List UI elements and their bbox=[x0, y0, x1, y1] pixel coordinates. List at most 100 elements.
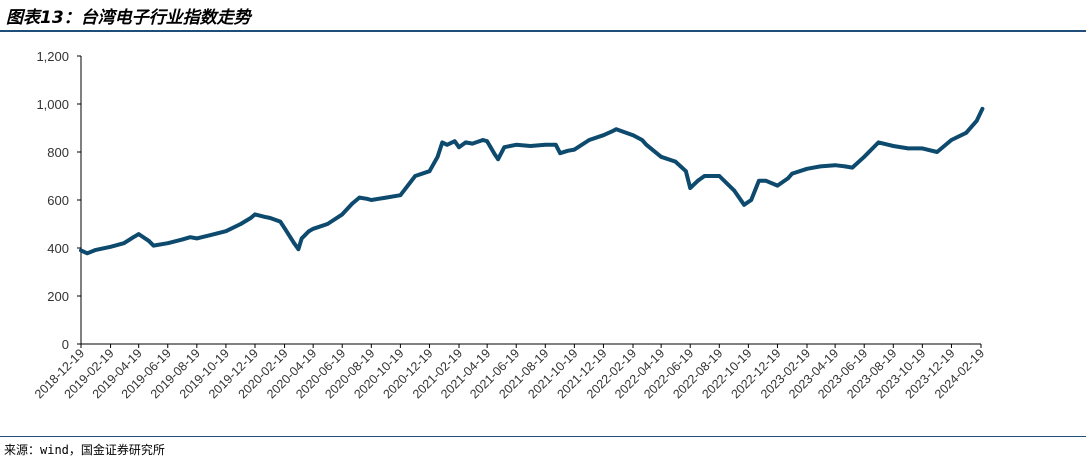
data-point bbox=[278, 219, 283, 224]
plot-area bbox=[79, 106, 985, 256]
data-point bbox=[427, 169, 432, 173]
data-point bbox=[572, 147, 577, 152]
data-point bbox=[920, 146, 925, 151]
source-rule bbox=[0, 436, 1086, 437]
data-point bbox=[146, 239, 151, 243]
y-tick-label: 200 bbox=[47, 289, 69, 304]
data-point bbox=[262, 215, 267, 219]
data-point bbox=[688, 186, 692, 190]
data-point bbox=[238, 222, 243, 226]
data-point bbox=[514, 143, 518, 147]
data-point bbox=[413, 174, 418, 178]
data-point bbox=[151, 243, 156, 248]
data-point bbox=[457, 145, 461, 149]
data-point bbox=[440, 140, 445, 145]
data-point bbox=[369, 198, 374, 202]
data-point bbox=[742, 203, 746, 207]
data-point bbox=[452, 139, 457, 143]
data-point bbox=[311, 227, 316, 231]
data-point bbox=[188, 235, 192, 239]
data-point bbox=[949, 138, 954, 142]
data-point bbox=[565, 149, 570, 153]
data-point bbox=[775, 183, 780, 188]
data-point bbox=[609, 129, 614, 134]
y-tick-label: 400 bbox=[47, 241, 69, 256]
data-point bbox=[850, 165, 855, 170]
data-point bbox=[558, 151, 562, 155]
figure-title: 图表13：台湾电子行业指数走势 bbox=[6, 8, 251, 28]
data-point bbox=[764, 179, 768, 183]
data-point bbox=[195, 236, 199, 241]
data-point bbox=[485, 139, 489, 143]
data-point bbox=[253, 212, 257, 217]
data-point bbox=[587, 138, 591, 142]
data-point bbox=[496, 157, 500, 161]
data-point bbox=[614, 127, 619, 131]
data-point bbox=[248, 216, 253, 220]
data-point bbox=[862, 155, 866, 159]
data-point bbox=[732, 188, 736, 193]
data-point bbox=[749, 198, 753, 202]
data-point bbox=[935, 150, 939, 154]
data-point bbox=[209, 233, 214, 237]
data-point bbox=[325, 222, 330, 226]
x-axis: 2018-12-192019-02-192019-04-192019-06-19… bbox=[32, 343, 987, 401]
data-point bbox=[786, 176, 790, 181]
y-axis: 0 200 400 600 800 1,000 1,200 bbox=[36, 49, 82, 352]
data-point bbox=[640, 138, 644, 142]
data-point bbox=[481, 138, 485, 142]
data-point bbox=[357, 195, 362, 200]
data-point bbox=[717, 174, 722, 178]
data-point bbox=[757, 179, 761, 183]
data-point bbox=[833, 163, 837, 167]
data-point bbox=[543, 143, 548, 147]
data-point bbox=[673, 159, 678, 164]
data-point bbox=[365, 197, 369, 201]
y-tick-label: 1,000 bbox=[36, 97, 69, 112]
data-point bbox=[493, 152, 497, 157]
data-point bbox=[299, 236, 304, 241]
data-point bbox=[684, 169, 688, 173]
data-point bbox=[891, 144, 896, 148]
data-point bbox=[350, 201, 355, 206]
data-point bbox=[340, 212, 345, 217]
data-point bbox=[108, 245, 113, 249]
data-point bbox=[166, 241, 170, 245]
data-point bbox=[696, 179, 700, 183]
data-point bbox=[644, 143, 649, 147]
data-point bbox=[296, 247, 301, 251]
data-point bbox=[659, 155, 663, 159]
data-point bbox=[94, 248, 98, 252]
data-point bbox=[528, 144, 533, 148]
data-point bbox=[131, 235, 136, 239]
data-point bbox=[631, 133, 635, 137]
data-point bbox=[876, 140, 881, 145]
data-point bbox=[79, 248, 83, 253]
title-rule bbox=[0, 30, 1086, 32]
data-point bbox=[554, 143, 558, 147]
data-point bbox=[463, 140, 468, 145]
data-point bbox=[85, 251, 89, 256]
y-tick-label: 1,200 bbox=[36, 49, 69, 64]
data-point bbox=[398, 193, 403, 197]
data-point bbox=[136, 232, 141, 236]
data-point bbox=[307, 229, 311, 233]
data-point bbox=[790, 171, 794, 176]
data-point bbox=[805, 167, 809, 171]
data-point bbox=[292, 241, 296, 245]
data-point bbox=[502, 145, 507, 149]
data-point bbox=[283, 227, 287, 231]
data-point bbox=[224, 229, 228, 233]
series-line bbox=[79, 106, 985, 256]
y-tick-label: 800 bbox=[47, 145, 69, 160]
y-tick-label: 0 bbox=[62, 337, 69, 352]
data-point bbox=[180, 237, 184, 242]
y-tick-label: 600 bbox=[47, 193, 69, 208]
data-point bbox=[980, 107, 985, 111]
data-point bbox=[384, 195, 388, 200]
data-point bbox=[122, 241, 126, 245]
data-point bbox=[470, 141, 475, 146]
line-chart: 0 200 400 600 800 1,000 1,200 2018-12-192019-0… bbox=[32, 49, 987, 401]
data-point bbox=[964, 131, 968, 135]
data-point bbox=[268, 216, 273, 220]
